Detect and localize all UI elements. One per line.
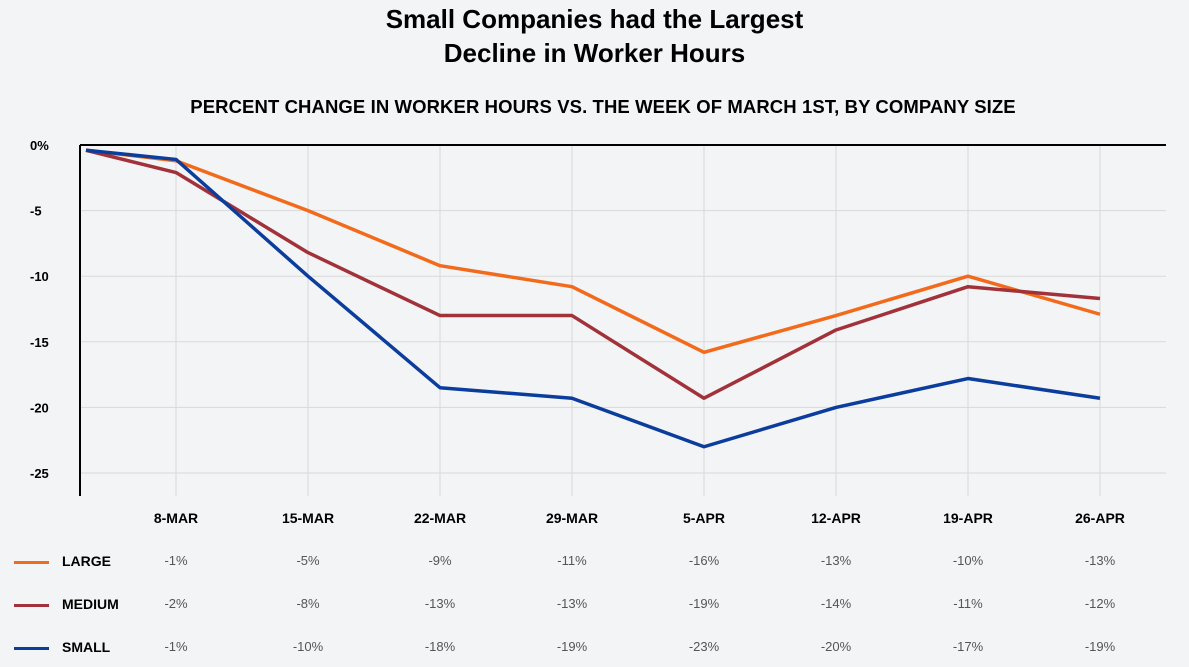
series-label: SMALL [62,639,111,655]
x-tick-label: 29-MAR [546,510,598,526]
data-label: -14% [820,596,852,611]
y-tick-label: -20 [30,400,49,415]
legend-swatch [14,561,49,564]
data-label: -19% [1084,639,1116,654]
data-label: -18% [424,639,456,654]
x-tick-label: 15-MAR [282,510,334,526]
series-label: LARGE [62,553,111,569]
legend-swatch [14,604,49,607]
x-tick-label: 5-APR [683,510,725,526]
chart-title-line-1: Small Companies had the Largest [385,4,804,34]
data-label: -20% [820,639,852,654]
data-label: -10% [292,639,324,654]
y-tick-label: 0% [30,138,49,153]
x-tick-label: 26-APR [1075,510,1125,526]
y-tick-label: -10 [30,269,49,284]
data-label: -12% [1084,596,1116,611]
data-label: -16% [688,553,720,568]
data-label: -1% [164,553,188,568]
chart-title-line-2: Decline in Worker Hours [443,38,746,68]
data-label: -9% [428,553,452,568]
series-line-medium [85,148,1101,400]
series-line-large [85,148,1101,355]
data-label: -1% [164,639,188,654]
x-tick-label: 19-APR [943,510,993,526]
data-label: -17% [952,639,984,654]
legend-swatch [14,647,49,650]
y-tick-label: -5 [30,204,42,219]
data-label: -19% [556,639,588,654]
series-label: MEDIUM [62,596,119,612]
chart-title: Small Companies had the Largest Decline … [0,2,1189,70]
x-tick-label: 8-MAR [154,510,198,526]
data-label: -13% [556,596,588,611]
y-tick-label: -25 [30,466,49,481]
x-tick-label: 22-MAR [414,510,466,526]
data-label: -5% [296,553,320,568]
data-label: -23% [688,639,720,654]
table-row: SMALL -1% -10% -18% -19% -23% -20% -17% -19% [0,636,1189,660]
data-label: -8% [296,596,320,611]
y-tick-label: -15 [30,335,49,350]
data-label: -2% [164,596,188,611]
data-label: -11% [953,596,983,611]
data-label: -11% [557,553,587,568]
x-tick-label: 12-APR [811,510,861,526]
data-label: -10% [952,553,984,568]
table-row: LARGE -1% -5% -9% -11% -16% -13% -10% -13% [0,550,1189,574]
chart-subtitle: PERCENT CHANGE IN WORKER HOURS VS. THE W… [190,96,1016,117]
data-label: -13% [1084,553,1116,568]
table-row: MEDIUM -2% -8% -13% -13% -19% -14% -11% -12% [0,593,1189,617]
series-line-small [85,148,1101,449]
data-label: -19% [688,596,720,611]
data-label: -13% [820,553,852,568]
data-label: -13% [424,596,456,611]
